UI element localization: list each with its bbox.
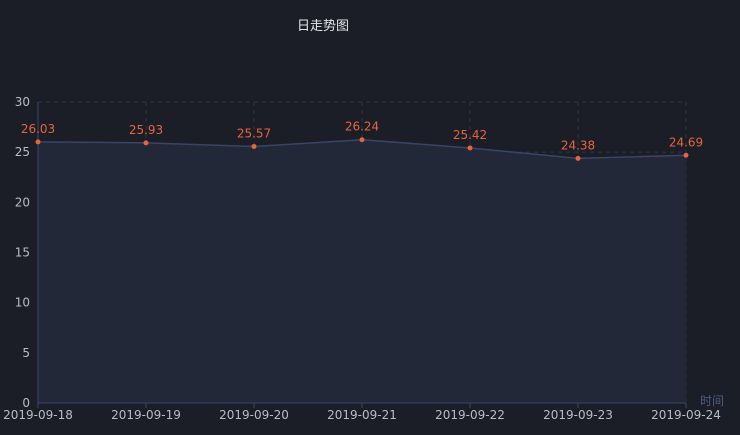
data-label: 25.57 (237, 126, 271, 140)
data-point (251, 143, 257, 149)
x-tick-label: 2019-09-19 (111, 408, 181, 422)
data-points (35, 137, 689, 161)
y-tick-label: 15 (15, 246, 30, 260)
x-tick-label: 2019-09-20 (219, 408, 289, 422)
x-tick-label: 2019-09-22 (435, 408, 505, 422)
x-axis-name: 时间 (700, 394, 724, 408)
data-label: 24.38 (561, 138, 595, 152)
data-label: 25.93 (129, 123, 163, 137)
x-tick-label: 2019-09-24 (651, 408, 721, 422)
data-point (575, 155, 581, 161)
y-tick-label: 0 (22, 396, 30, 410)
y-tick-label: 30 (15, 95, 30, 109)
data-point (35, 139, 41, 145)
series-area (38, 139, 686, 403)
axes: 0 5 10 15 20 25 30 2019-09-18 2019-09-19 2019-09-… (3, 95, 721, 422)
data-point (359, 137, 365, 143)
x-tick-label: 2019-09-18 (3, 408, 73, 422)
y-tick-label: 5 (22, 346, 30, 360)
x-tick-label: 2019-09-23 (543, 408, 613, 422)
data-label: 24.69 (669, 135, 703, 149)
data-label: 26.03 (21, 122, 55, 136)
data-labels: 26.03 25.93 25.57 26.24 25.42 24.38 24.69 (21, 120, 703, 153)
data-point (143, 140, 149, 146)
y-tick-label: 10 (15, 296, 30, 310)
data-label: 26.24 (345, 120, 379, 134)
data-label: 25.42 (453, 128, 487, 142)
y-tick-label: 20 (15, 195, 30, 209)
x-tick-label: 2019-09-21 (327, 408, 397, 422)
data-point (467, 145, 473, 151)
y-tick-label: 25 (15, 145, 30, 159)
chart-title: 日走势图 (297, 18, 349, 34)
data-point (683, 152, 689, 158)
